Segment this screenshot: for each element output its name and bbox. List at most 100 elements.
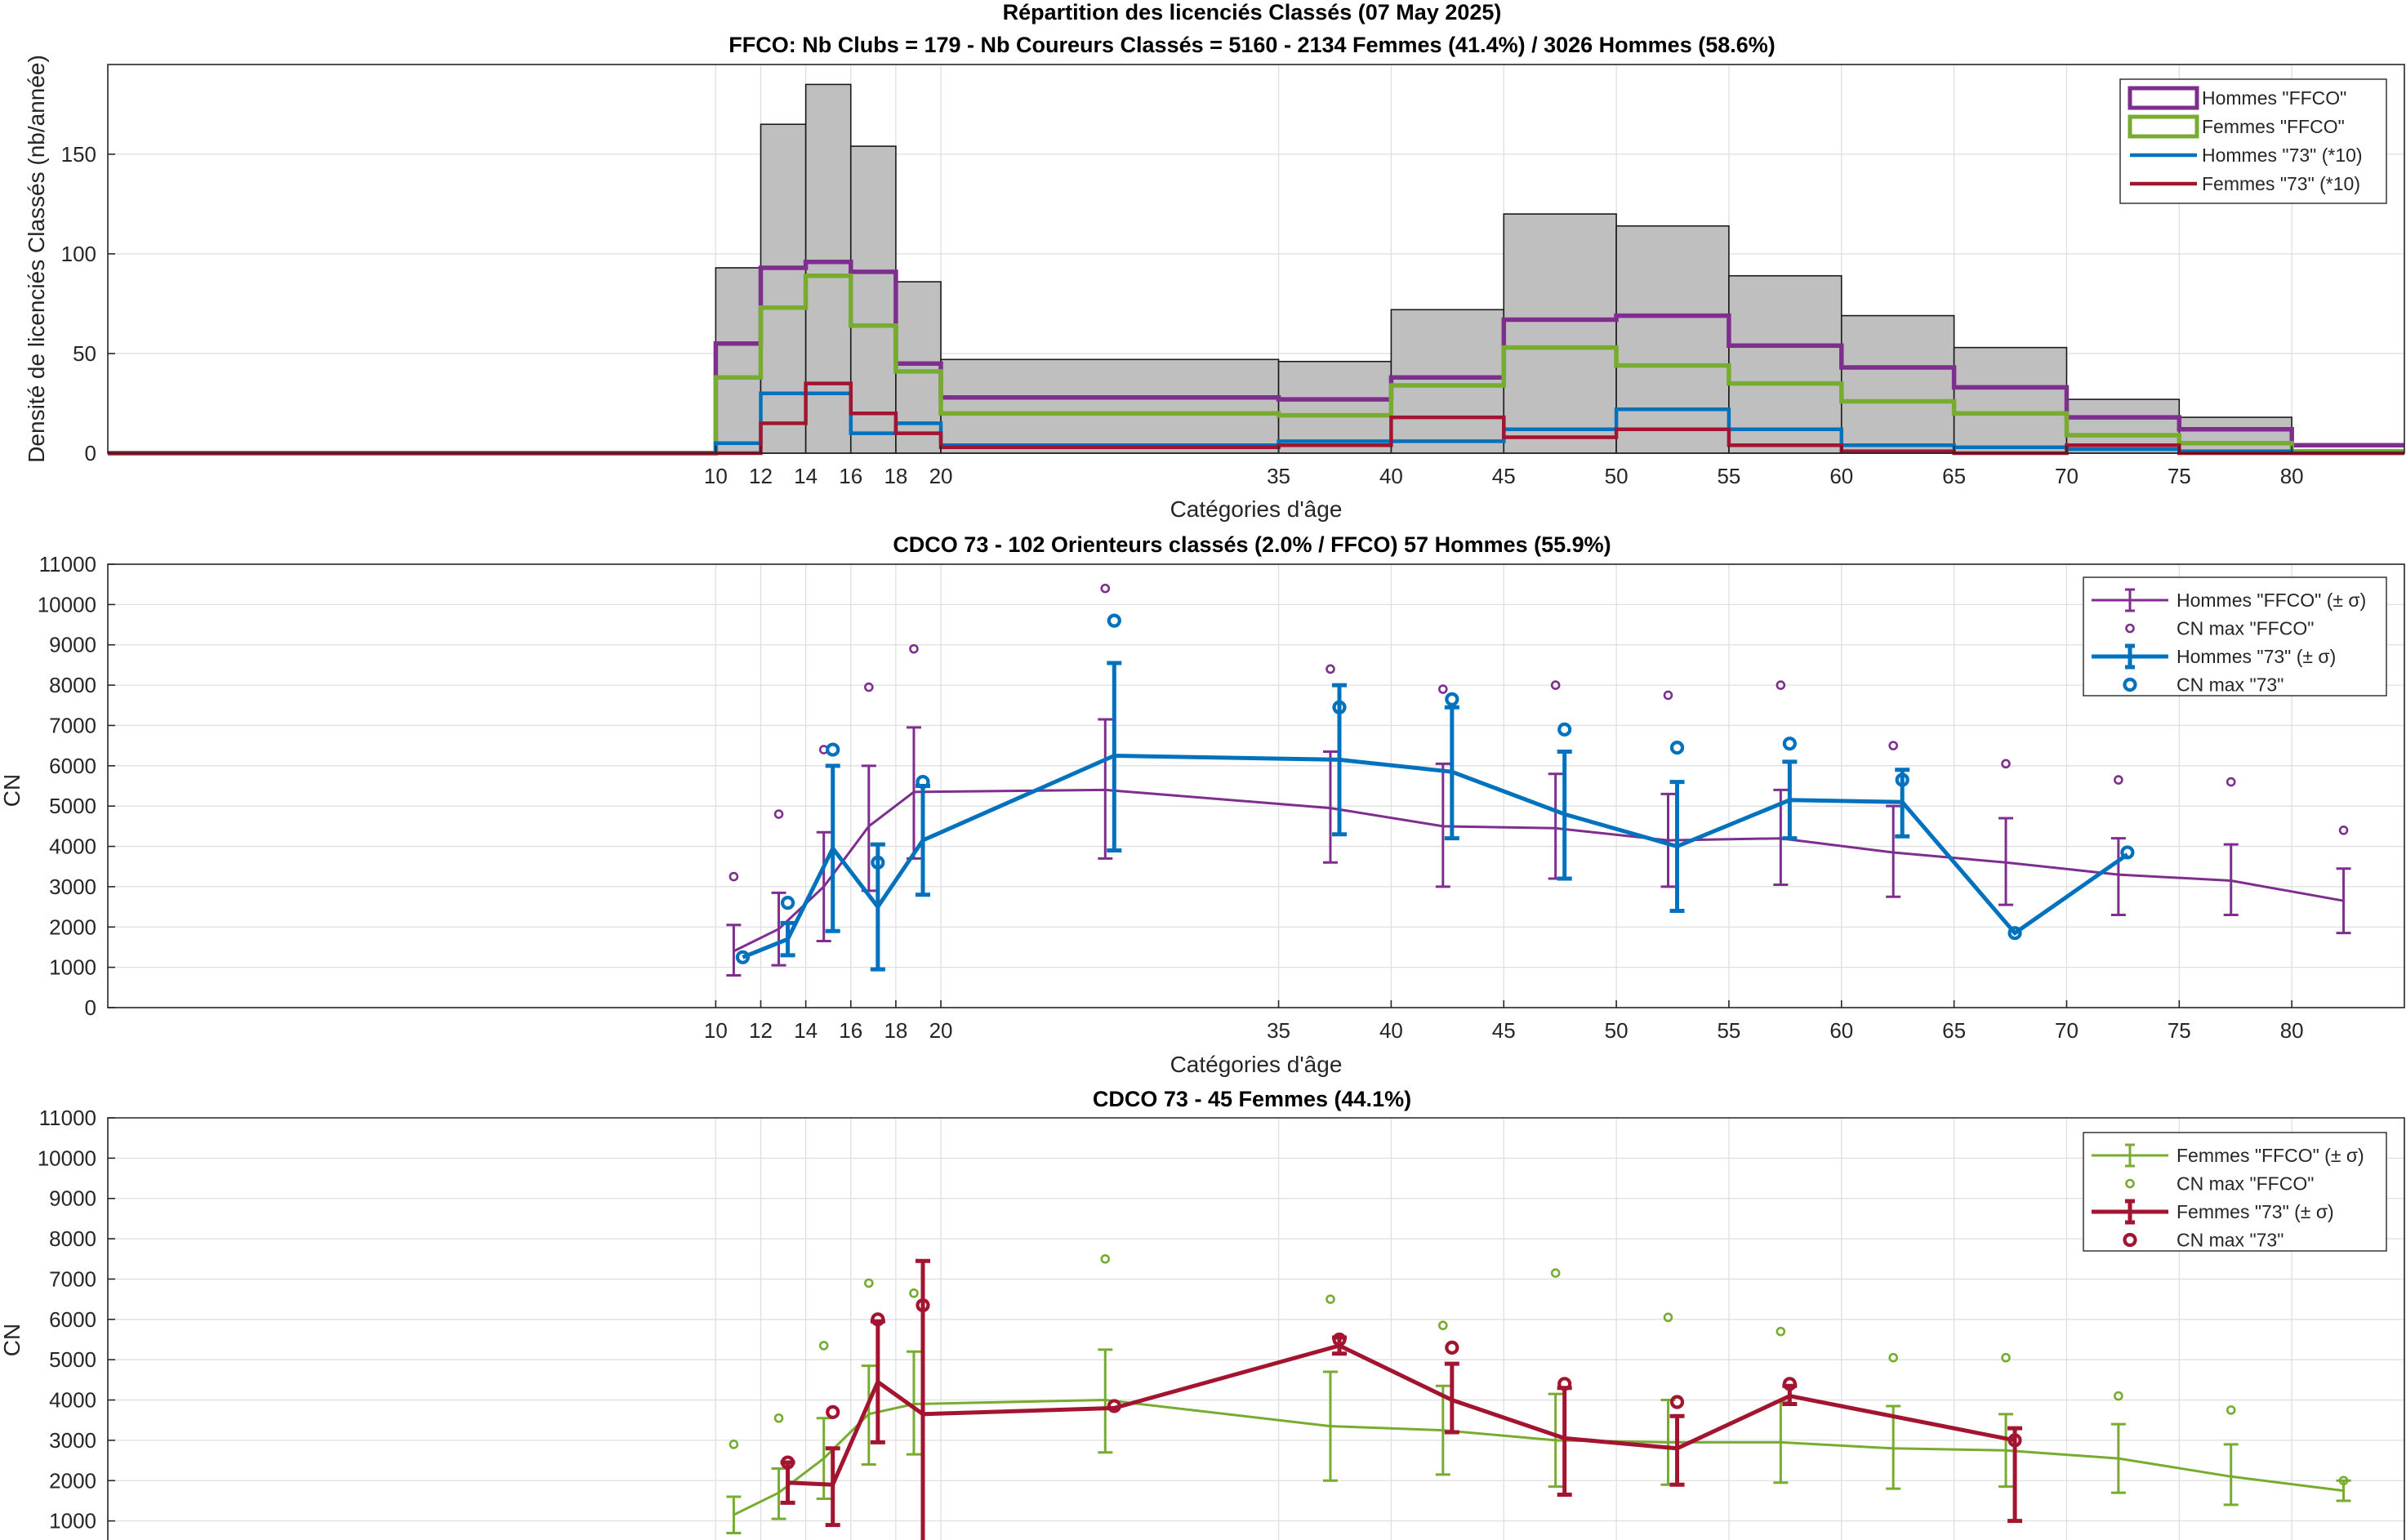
x-tick-label: 18 xyxy=(884,1018,907,1043)
x-tick-label: 70 xyxy=(2055,1018,2079,1043)
cn-max-marker xyxy=(864,682,874,692)
cn-max-marker xyxy=(1895,772,1909,787)
y-tick-label: 5000 xyxy=(49,794,96,818)
panel2-title: CDCO 73 - 102 Orienteurs classés (2.0% /… xyxy=(893,532,1611,557)
cn-max-marker xyxy=(773,1413,784,1423)
x-tick-label: 16 xyxy=(839,464,862,488)
cn-max-marker xyxy=(1100,1253,1111,1264)
x-tick-label: 40 xyxy=(1379,464,1403,488)
legend-entry: CN max "FFCO" xyxy=(2177,618,2314,639)
cn-max-marker xyxy=(1669,741,1685,755)
panel2-x-label: Catégories d'âge xyxy=(1170,1052,1343,1077)
y-tick-label: 9000 xyxy=(49,633,96,657)
cn-max-marker xyxy=(1782,737,1797,751)
legend-entry: Femmes "73" (± σ) xyxy=(2177,1201,2334,1222)
cn-max-marker xyxy=(735,950,751,964)
y-tick-label: 50 xyxy=(73,341,96,366)
cn-max-marker xyxy=(2001,759,2011,769)
y-tick-label: 8000 xyxy=(49,673,96,697)
x-tick-label: 80 xyxy=(2280,464,2304,488)
legend-box xyxy=(2083,576,2387,697)
cn-max-marker xyxy=(864,1278,874,1289)
histogram-bar xyxy=(849,145,897,454)
legend-entry: CN max "73" xyxy=(2177,674,2283,696)
legend-entry: Hommes "FFCO" (± σ) xyxy=(2177,590,2366,611)
histogram-bar xyxy=(940,358,1280,454)
cn-max-marker xyxy=(871,855,885,870)
x-tick-label: 14 xyxy=(794,464,818,488)
y-tick-label: 7000 xyxy=(49,1266,96,1291)
x-tick-label: 12 xyxy=(749,1018,773,1043)
histogram-bar xyxy=(1615,225,1730,454)
y-tick-label: 10000 xyxy=(38,592,96,616)
legend-entry: Hommes "73" (*10) xyxy=(2202,145,2363,166)
y-tick-label: 1000 xyxy=(49,1509,96,1533)
cn-max-marker xyxy=(1326,1294,1335,1304)
x-tick-label: 40 xyxy=(1379,1018,1403,1043)
x-tick-label: 10 xyxy=(704,1018,728,1043)
y-tick-label: 5000 xyxy=(49,1347,96,1372)
x-tick-label: 65 xyxy=(1942,464,1966,488)
legend-entry: Femmes "FFCO" xyxy=(2202,116,2345,137)
panel1-x-ticks: 10 12 14 16 18 20 35 40 45 50 55 60 65 70 75 80 xyxy=(704,446,2304,488)
panel2-axes-frame xyxy=(107,563,2405,1008)
panel2-legend: Hommes "FFCO" (± σ) CN max "FFCO" Hommes "… xyxy=(2083,576,2387,697)
panel2-y-label: CN xyxy=(0,774,25,807)
histogram-bar xyxy=(760,123,807,454)
cn-max-marker xyxy=(1326,664,1335,674)
y-tick-label: 9000 xyxy=(49,1186,96,1211)
cn-max-marker xyxy=(1100,583,1111,594)
y-tick-label: 11000 xyxy=(39,552,96,576)
legend-entry: Femmes "73" (*10) xyxy=(2202,173,2360,194)
cn-max-marker xyxy=(1782,1377,1797,1391)
cn-max-marker xyxy=(1669,1395,1685,1409)
mean-line xyxy=(742,753,2129,959)
cn-max-marker xyxy=(1550,1268,1561,1278)
cn-max-marker xyxy=(2226,1405,2236,1415)
cn-max-marker xyxy=(1332,1332,1347,1347)
panel1-y-ticks: 0 50 100 150 xyxy=(61,142,115,465)
legend-box xyxy=(2083,1132,2387,1252)
cn-max-marker xyxy=(1332,700,1347,714)
cn-max-marker xyxy=(1438,684,1448,694)
panel3-y-ticks: 1000 2000 3000 4000 5000 6000 7000 8000 9000 1000… xyxy=(38,1106,115,1533)
cn-max-marker xyxy=(780,896,795,910)
cn-max-marker xyxy=(2007,1433,2022,1448)
cn-max-marker xyxy=(2120,845,2135,860)
x-tick-label: 45 xyxy=(1492,1018,1516,1043)
cn-max-marker xyxy=(1557,1377,1572,1391)
cn-max-marker xyxy=(826,742,840,757)
panel1-title: Répartition des licenciés Classés (07 Ma… xyxy=(1003,0,1502,24)
cn-max-marker xyxy=(728,1440,739,1449)
panel2-series xyxy=(726,583,2351,977)
x-tick-label: 45 xyxy=(1492,464,1516,488)
histogram-bar xyxy=(2178,416,2292,454)
x-tick-label: 14 xyxy=(794,1018,818,1043)
stairs-series-line xyxy=(108,259,2404,456)
y-tick-label: 7000 xyxy=(49,713,96,737)
x-tick-label: 50 xyxy=(1605,464,1629,488)
x-tick-label: 35 xyxy=(1267,464,1290,488)
x-tick-label: 35 xyxy=(1267,1018,1290,1043)
histogram-bar xyxy=(1503,213,1617,454)
panel1-x-label: Catégories d'âge xyxy=(1170,496,1343,522)
y-tick-label: 2000 xyxy=(49,915,96,939)
panel3-title: CDCO 73 - 45 Femmes (44.1%) xyxy=(1093,1087,1411,1111)
legend-swatch xyxy=(2125,1178,2135,1189)
histogram-bar xyxy=(1953,346,2068,454)
histogram-bar xyxy=(1390,309,1505,454)
x-tick-label: 60 xyxy=(1829,464,1853,488)
panel3-y-label: CN xyxy=(0,1324,25,1356)
cn-max-marker xyxy=(1776,680,1786,690)
y-tick-label: 6000 xyxy=(49,754,96,778)
legend-swatch xyxy=(2123,1232,2137,1248)
legend-swatch xyxy=(2123,677,2137,692)
cn-max-marker xyxy=(2007,926,2022,941)
panel3-legend: Femmes "FFCO" (± σ) CN max "FFCO" Femmes "… xyxy=(2083,1132,2387,1252)
cn-max-marker xyxy=(1663,1312,1673,1323)
cn-max-marker xyxy=(909,643,919,654)
histogram-bar xyxy=(1840,314,1955,454)
cn-max-marker xyxy=(1776,1326,1786,1337)
panel2-y-ticks: 0 1000 2000 3000 4000 5000 6000 7000 8000 9000 100… xyxy=(38,552,115,1020)
